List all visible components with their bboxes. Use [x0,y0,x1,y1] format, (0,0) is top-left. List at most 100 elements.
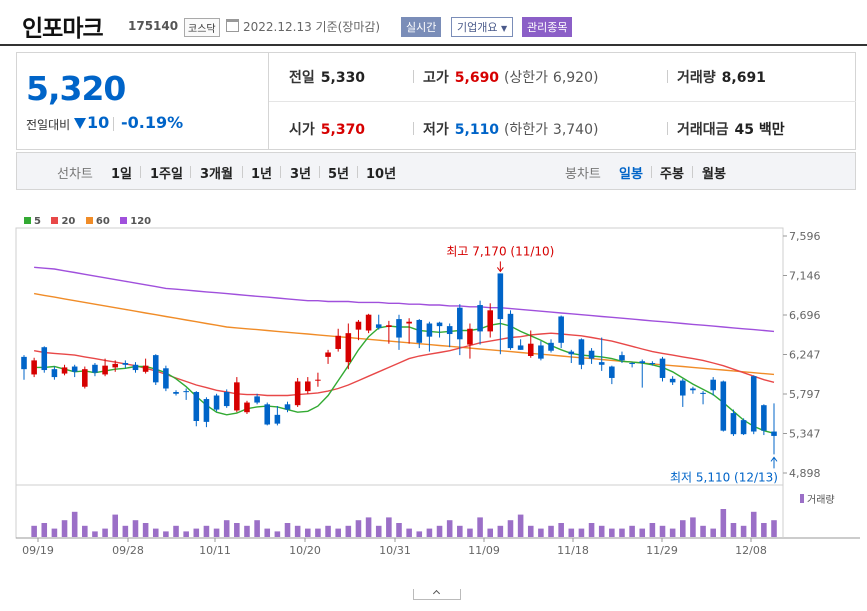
candle-body [335,335,341,349]
stat-separator [413,122,414,135]
change-label: 전일대비 [26,118,71,132]
stat-volume: 거래량 8,691 [677,70,766,86]
volume-bar [345,525,352,537]
x-tick-label: 09/28 [112,544,144,557]
candle-body [203,399,210,422]
candle-body [132,364,139,371]
candle-body [710,379,716,391]
tab-3y[interactable]: 3년 [290,167,312,182]
tab-5y[interactable]: 5년 [328,167,350,182]
candle-body [750,376,757,432]
tab-separator [651,166,652,178]
volume-bar [639,528,646,537]
candle-body [21,356,27,370]
candle-body [609,366,615,378]
change-separator [113,117,114,131]
volume-bar [700,525,706,537]
tab-3m[interactable]: 3개월 [200,167,233,182]
candle-body [223,392,230,407]
candle-body [254,396,260,403]
volume-bar [669,528,676,537]
volume-bar [203,525,210,537]
y-tick-label: 5,347 [789,428,821,441]
candle-body [527,343,534,356]
volume-legend-swatch [800,494,804,503]
volume-bar [609,528,615,537]
candle-body [234,382,240,411]
volume-bar [406,528,412,537]
volume-bar [244,525,250,537]
candle-body [284,404,291,410]
tab-weekly[interactable]: 주봉 [660,167,684,182]
volume-bar [446,520,453,537]
tab-1w[interactable]: 1주일 [150,167,183,182]
candle-body [598,362,605,365]
candle-body [538,345,544,359]
candle-body [639,361,646,364]
y-tick-label: 7,596 [789,230,821,243]
volume-bar [102,528,108,537]
volume-bar [82,525,88,537]
volume-bar [71,511,78,537]
candle-body [345,333,352,363]
candle-body [51,369,58,378]
stat-separator [667,122,668,135]
stat-separator [667,70,668,83]
volume-bar [416,531,423,537]
stat-prev-close: 전일 5,330 [289,70,366,86]
candle-body [457,307,463,340]
candle-body [325,352,331,357]
candle-body [436,322,443,327]
volume-bar [598,525,605,537]
plot-frame [15,227,784,486]
candle-body [669,378,676,383]
realtime-button[interactable]: 실시간 [401,17,442,37]
tab-1d[interactable]: 1일 [111,167,133,182]
candle-body [558,316,564,343]
volume-bar [264,528,271,537]
stat-low: 저가 5,110 (하한가 3,740) [423,122,599,138]
candle-body [92,364,98,373]
candle-body [244,402,250,413]
volume-bar [497,525,504,537]
volume-bar [386,517,392,537]
tab-1y[interactable]: 1년 [251,167,273,182]
tab-monthly[interactable]: 월봉 [702,167,726,182]
candle-body [578,339,585,365]
ma5-line [34,322,775,434]
volume-bar [274,531,281,537]
collapse-button[interactable] [413,589,461,600]
tab-separator [242,166,243,178]
volume-bar [457,525,463,537]
candle-body [173,392,179,394]
volume-bar [234,523,240,537]
candle-body [396,319,402,338]
tab-daily[interactable]: 일봉 [619,167,643,182]
candle-body [446,326,453,335]
line-chart-label: 선차트 [57,167,93,182]
volume-bar [649,523,656,537]
managed-stock-button[interactable]: 관리종목 [522,17,573,37]
volume-bar [548,525,554,537]
y-tick-label: 5,797 [789,388,821,401]
tab-separator [319,166,320,178]
volume-bar [517,514,524,537]
tab-10y[interactable]: 10년 [366,167,397,182]
candle-body [375,324,382,328]
volume-bar [568,528,575,537]
volume-bar [183,531,189,537]
candle-body [152,355,159,383]
candle-body [497,273,504,320]
volume-bar [578,528,585,537]
candle-body [304,381,311,392]
volume-bar [730,523,737,537]
company-overview-button[interactable]: 기업개요 ▼ [451,17,514,37]
candle-body [477,305,483,332]
legend-ma60: 60 [85,216,110,227]
volume-bar [31,525,37,537]
candle-body [467,328,473,345]
volume-bar [365,517,372,537]
x-tick-label: 10/11 [199,544,231,557]
stat-open: 시가 5,370 [289,122,366,138]
candle-body [31,360,37,375]
